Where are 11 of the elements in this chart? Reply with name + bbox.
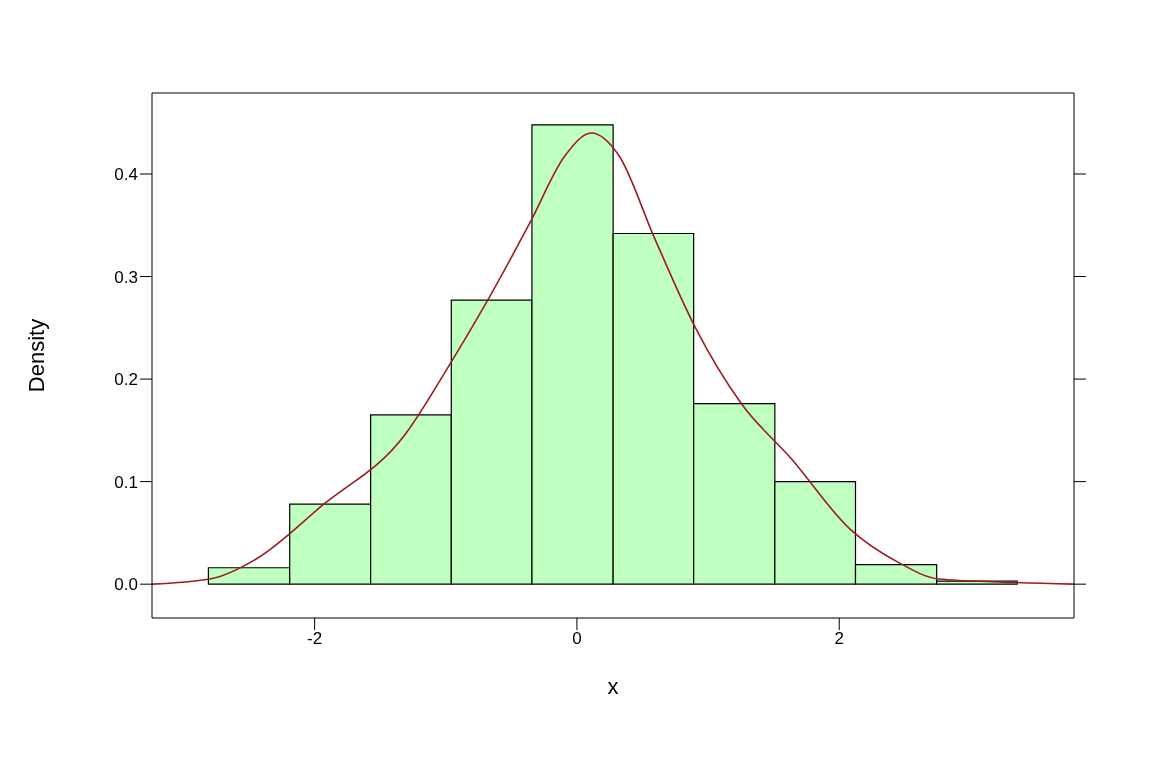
y-tick-label: 0.4 xyxy=(114,165,138,185)
x-tick-label: 0 xyxy=(572,629,582,649)
y-tick-label: 0.0 xyxy=(114,575,138,595)
x-axis-title: x xyxy=(607,673,619,699)
x-tick-label: 2 xyxy=(834,629,844,649)
line-series xyxy=(152,132,1074,585)
y-axis-title: Density xyxy=(23,318,49,393)
y-tick-label: 0.2 xyxy=(114,370,138,390)
x-tick-label: -2 xyxy=(307,629,323,649)
y-tick-label: 0.1 xyxy=(114,472,138,492)
y-tick-label: 0.3 xyxy=(114,267,138,287)
